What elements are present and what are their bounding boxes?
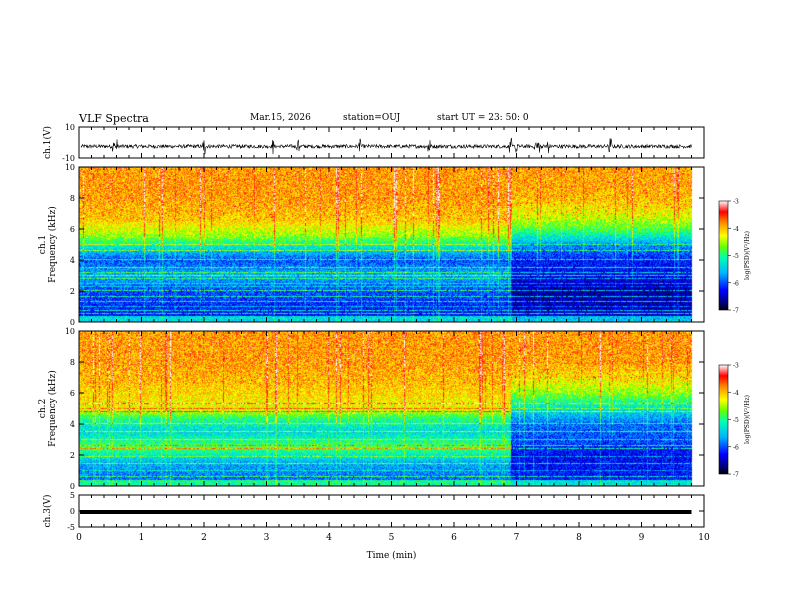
x-tick-label: 7 (514, 533, 520, 543)
x-tick-label: 3 (264, 533, 270, 543)
ch1-spectrogram-image (79, 167, 704, 322)
ch1-spectrogram-colorbar-tick-label: -7 (733, 308, 739, 315)
x-tick-label: 9 (639, 533, 645, 543)
ch1-waveform-ytick-label: -10 (62, 154, 75, 163)
x-tick-label: 0 (76, 533, 82, 543)
ch1-waveform-ytick-label: 10 (65, 123, 75, 132)
ch2-spectrogram-colorbar-tick-label: -7 (733, 472, 739, 479)
x-tick-label: 1 (139, 533, 145, 543)
x-tick-label: 5 (389, 533, 395, 543)
ch2-spectrogram-colorbar (718, 364, 729, 475)
x-tick-label: 8 (576, 533, 582, 543)
ch2-spectrogram-colorbar-tick-label: -4 (733, 390, 739, 397)
ch2-spectrogram-ytick-label: 6 (70, 389, 75, 398)
ch1-spectrogram-colorbar-tick-label: -5 (733, 253, 739, 260)
ch2-spectrogram-ytick-label: 8 (70, 358, 75, 367)
ch2-spectrogram-colorbar-tick-label: -6 (733, 444, 739, 451)
ch1-spectrogram-ylabel: ch.1 (38, 235, 48, 254)
ch2-spectrogram-ylabel: ch.2 (38, 399, 48, 418)
ch3-waveform-ytick-label: -5 (67, 523, 75, 532)
x-tick-label: 2 (201, 533, 207, 543)
ch2-spectrogram-image (79, 331, 704, 486)
ch1-ylabel: ch.1(V) (42, 126, 53, 159)
ch2-spectrogram-colorbar-tick-label: -5 (733, 417, 739, 424)
ch1-spectrogram-ytick-label: 2 (70, 287, 75, 296)
ch2-spectrogram-colorbar-tick-label: -3 (733, 363, 739, 370)
ch2-spectrogram-colorbar-label: log(PSD)(V²/Hz) (744, 395, 751, 444)
x-tick-label: 4 (326, 533, 332, 543)
ch2-spectrogram-ytick-label: 4 (70, 420, 75, 429)
ch1-spectrogram-ytick-label: 8 (70, 194, 75, 203)
start-time-label: start UT = 23: 50: 0 (437, 113, 529, 123)
chart-title: VLF Spectra (79, 112, 149, 125)
ch3-waveform-ytick-label: 0 (70, 507, 75, 516)
ch1-spectrogram-ylabel: Frequency (kHz) (47, 206, 58, 283)
ch2-spectrogram-ylabel: Frequency (kHz) (47, 370, 58, 447)
ch1-spectrogram-colorbar-tick-label: -6 (733, 280, 739, 287)
ch2-spectrogram-ytick-label: 0 (70, 482, 75, 491)
ch1-spectrogram-ytick-label: 0 (70, 318, 75, 327)
date-label: Mar.15, 2026 (250, 113, 311, 123)
ch1-trace (80, 137, 692, 155)
x-tick-label: 6 (451, 533, 457, 543)
ch1-spectrogram-colorbar-tick-label: -3 (733, 199, 739, 206)
ch2-spectrogram-ytick-label: 2 (70, 451, 75, 460)
ch3-waveform-ytick-label: 5 (70, 491, 75, 500)
ch1-spectrogram-ytick-label: 10 (65, 163, 75, 172)
ch1-spectrogram-colorbar-tick-label: -4 (733, 226, 739, 233)
ch2-spectrogram-ytick-label: 10 (65, 327, 75, 336)
ch1-spectrogram-ytick-label: 6 (70, 225, 75, 234)
ch1-spectrogram-colorbar-label: log(PSD)(V²/Hz) (744, 231, 751, 280)
station-label: station=OUJ (343, 113, 401, 123)
x-tick-label: 10 (698, 533, 710, 543)
ch3-ylabel: ch.3(V) (42, 495, 53, 528)
x-axis-label: Time (min) (367, 550, 417, 561)
ch1-spectrogram-ytick-label: 4 (70, 256, 75, 265)
ch1-spectrogram-colorbar (718, 200, 729, 311)
